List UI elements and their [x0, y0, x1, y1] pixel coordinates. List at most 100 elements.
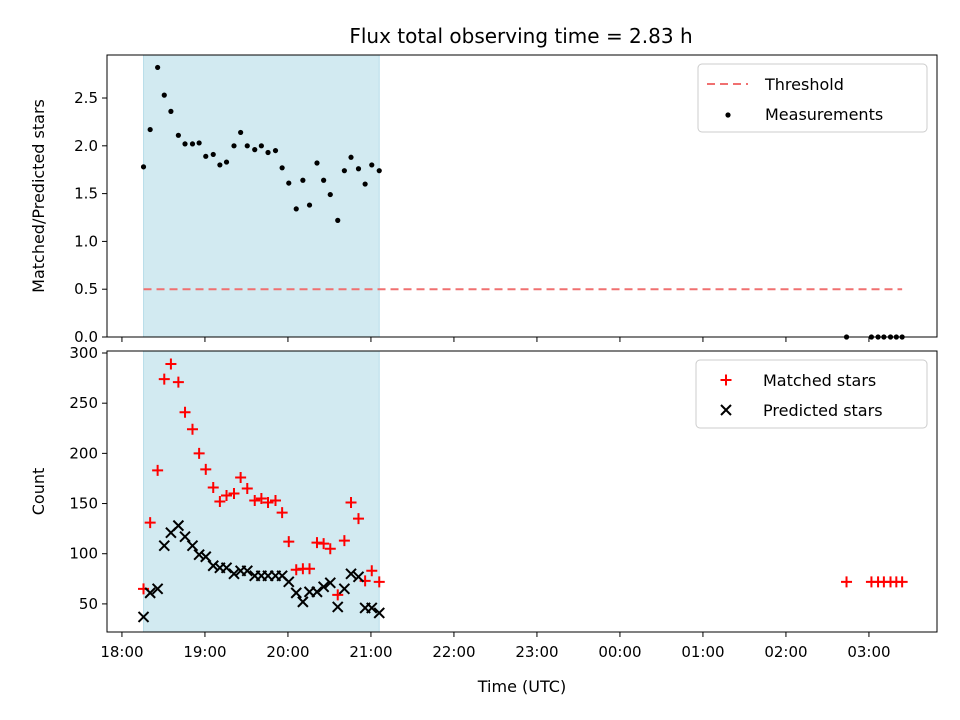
matched-star-point — [332, 589, 344, 601]
matched-star-point — [152, 464, 164, 476]
predicted-star-point — [228, 568, 240, 580]
y-tick-label: 300 — [69, 344, 98, 362]
measurement-point — [196, 140, 202, 146]
predicted-star-point — [207, 560, 219, 572]
predicted-star-point — [345, 568, 357, 580]
matched-star-point — [255, 493, 267, 505]
measurement-point — [223, 159, 230, 165]
measurement-point — [265, 149, 271, 156]
matched-star-point — [241, 482, 253, 494]
measurement-point — [252, 147, 258, 153]
matched-star-point — [235, 471, 247, 483]
predicted-star-point — [317, 581, 330, 593]
y-tick-label: 1.0 — [74, 232, 98, 250]
predicted-star-point — [158, 539, 170, 552]
measurement-point — [279, 165, 285, 171]
legend-threshold-label: Threshold — [764, 75, 844, 94]
legend-matched-label: Matched stars — [763, 371, 876, 390]
matched-star-point — [311, 537, 323, 549]
ratio-panel: 0.0 0.5 1.0 1.5 2.0 2.5 Matched/Predicted star… — [29, 54, 938, 346]
y-tick-label: 2.0 — [74, 137, 98, 155]
measurement-point — [182, 141, 188, 147]
x-tick-label: 22:00 — [432, 643, 475, 661]
measurement-point — [147, 126, 153, 133]
measurement-point — [327, 191, 333, 198]
matched-star-point — [179, 406, 191, 418]
matched-star-point — [345, 497, 357, 509]
x-tick-label: 20:00 — [266, 643, 309, 661]
measurement-point — [335, 217, 341, 223]
y-tick-label: 0.0 — [74, 328, 98, 346]
y-tick-label: 200 — [69, 444, 98, 462]
y-tick-label: 2.5 — [74, 89, 98, 107]
matched-star-point — [158, 373, 170, 385]
predicted-star-point — [137, 611, 150, 623]
measurement-point — [272, 147, 279, 154]
measurement-point — [369, 162, 375, 168]
matched-star-point — [304, 563, 316, 575]
matched-star-point — [172, 376, 184, 388]
x-tick-label: 00:00 — [598, 643, 641, 661]
predicted-star-point — [366, 602, 378, 614]
matched-star-point — [324, 543, 336, 555]
legend-predicted-label: Predicted stars — [763, 401, 883, 420]
matched-star-point — [249, 495, 261, 507]
chart-title: Flux total observing time = 2.83 h — [349, 24, 692, 48]
measurement-point — [168, 108, 174, 114]
legend-measurement-swatch — [725, 112, 731, 118]
measurement-point — [341, 168, 347, 174]
x-tick-label: 03:00 — [847, 643, 890, 661]
x-tick-label: 01:00 — [681, 643, 724, 661]
matched-star-point — [200, 463, 212, 475]
predicted-star-point — [352, 571, 365, 583]
legend-box — [697, 63, 928, 133]
measurement-point — [231, 143, 237, 149]
predicted-star-point — [220, 562, 233, 574]
y-tick-label: 0.5 — [74, 280, 98, 298]
measurement-point — [217, 162, 223, 168]
predicted-star-point — [297, 596, 309, 608]
legend-box — [695, 359, 928, 429]
y-tick-label: 250 — [69, 394, 98, 412]
measurement-point — [258, 143, 264, 149]
predicted-star-point — [338, 583, 351, 595]
measurement-point — [293, 206, 299, 212]
predicted-star-point — [332, 601, 344, 613]
measurement-point — [175, 132, 181, 138]
matched-star-point — [373, 576, 385, 588]
predicted-star-point — [283, 576, 295, 588]
measurement-point — [362, 181, 368, 187]
measurement-point — [140, 164, 147, 170]
y-tick-label: 1.5 — [74, 185, 98, 203]
matched-star-point — [144, 517, 156, 529]
matched-star-point — [276, 507, 288, 519]
x-tick-label: 02:00 — [764, 643, 807, 661]
predicted-star-point — [144, 587, 156, 599]
y-tick-label: 100 — [69, 545, 98, 563]
legend-predicted-swatch — [720, 404, 732, 416]
y-axis-label: Matched/Predicted stars — [29, 99, 48, 293]
matched-star-point — [165, 358, 177, 370]
predicted-star-point — [151, 583, 164, 595]
y-tick-label: 150 — [69, 495, 98, 513]
measurement-point — [348, 154, 354, 160]
x-tick-label: 19:00 — [183, 643, 226, 661]
count-panel: 50 100 150 200 250 300 18:00 19:00 20:00 21:00 22:… — [29, 344, 938, 696]
matched-star-point — [283, 536, 295, 548]
predicted-star-point — [193, 549, 205, 561]
x-tick-label: 18:00 — [100, 643, 143, 661]
predicted-star-point — [290, 587, 302, 599]
predicted-star-point — [311, 586, 323, 598]
measurement-point — [203, 153, 209, 159]
matched-star-point — [338, 535, 350, 547]
predicted-star-point — [186, 539, 199, 552]
legend-measurement-label: Measurements — [765, 105, 883, 124]
matched-star-point — [221, 490, 233, 502]
measurement-point — [210, 151, 216, 158]
measurement-point — [376, 168, 382, 174]
matched-star-point — [207, 481, 219, 493]
observing-window — [143, 54, 380, 338]
predicted-star-point — [200, 551, 212, 563]
matched-star-point — [214, 496, 226, 508]
